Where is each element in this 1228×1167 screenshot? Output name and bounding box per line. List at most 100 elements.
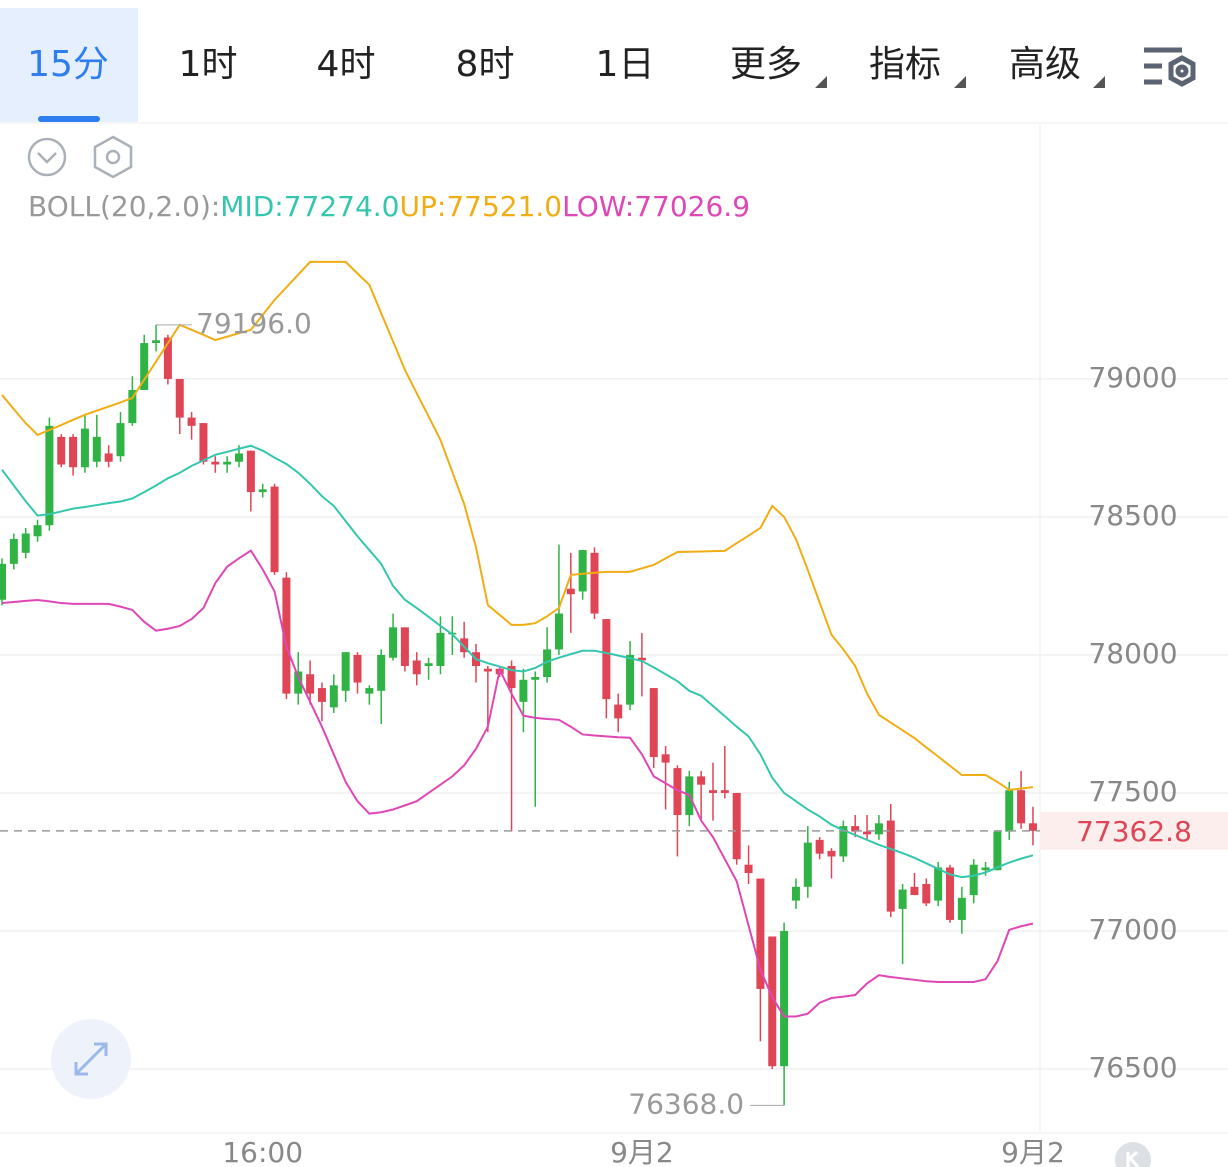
candle-body — [69, 436, 78, 468]
gear-icon[interactable] — [93, 135, 133, 179]
candle-body — [412, 660, 421, 675]
candle-body — [199, 423, 208, 462]
candle-body — [768, 936, 777, 1067]
candle-body — [886, 820, 895, 912]
candle-body — [116, 423, 125, 457]
candle-body — [720, 790, 729, 793]
candle-body — [329, 685, 338, 708]
candle-body — [531, 677, 540, 680]
tab[interactable]: 15分 — [27, 44, 109, 85]
candle-body — [21, 533, 30, 553]
tab-selected-bg — [0, 8, 138, 122]
candle-body — [92, 436, 101, 462]
y-tick-label: 76500 — [1088, 1051, 1177, 1084]
candle-body — [957, 897, 966, 920]
candle-body — [0, 563, 6, 600]
candle-body — [756, 878, 765, 989]
candle-body — [45, 425, 54, 526]
candle-body — [626, 654, 635, 705]
candle-body — [791, 886, 800, 901]
candle-body — [211, 461, 220, 465]
tab-underline — [38, 116, 100, 122]
extreme-label: 76368.0 — [628, 1087, 744, 1120]
candle-body — [1028, 823, 1037, 831]
candle-body — [270, 486, 279, 573]
candle-body — [104, 453, 113, 462]
candle-body — [128, 389, 137, 424]
logo — [1115, 1142, 1151, 1167]
candle-body — [282, 577, 291, 694]
settings-icon[interactable] — [1144, 47, 1196, 87]
plot: 79000 78500 78000 77500 77000 76500 16:00 9月2 9月… — [0, 260, 1228, 1167]
candle-body — [306, 674, 315, 694]
last-price-box — [1040, 811, 1228, 850]
dropdown-arrows — [815, 76, 1105, 88]
candle-body — [732, 792, 741, 860]
tab[interactable]: 1时 — [179, 44, 238, 85]
candle-body — [637, 657, 646, 661]
candle-body — [436, 632, 445, 666]
collapse-icon[interactable] — [27, 137, 67, 177]
candle-body — [590, 552, 599, 614]
candle-body — [946, 867, 954, 920]
candle-body — [400, 627, 409, 666]
candle-body — [898, 889, 907, 909]
tab[interactable]: 1日 — [596, 44, 655, 85]
candle-body — [1005, 790, 1014, 832]
candle-body — [365, 688, 374, 694]
legend-entry: MID:77274.0 — [220, 190, 399, 223]
candle-body — [80, 428, 89, 468]
x-tick-label: 16:00 — [222, 1136, 303, 1167]
candle-body — [152, 340, 161, 344]
x-tick-label: 9月2 — [610, 1136, 674, 1167]
tab[interactable]: 指标 — [869, 44, 941, 85]
candle-body — [1017, 790, 1026, 824]
candle-body — [57, 436, 66, 465]
candle-body — [969, 864, 978, 896]
candle-body — [9, 539, 18, 564]
candle-body — [507, 665, 516, 689]
candle-body — [673, 768, 682, 816]
candle-body — [993, 831, 1002, 871]
expand-button[interactable] — [51, 1019, 131, 1099]
y-tick-label: 78000 — [1088, 637, 1177, 670]
candle-body — [709, 790, 717, 793]
candle-body — [389, 627, 398, 658]
candle-body — [874, 823, 883, 835]
tab[interactable]: 4时 — [317, 44, 376, 85]
candle-body — [341, 652, 350, 691]
candle-body — [661, 754, 670, 763]
candle-body — [863, 831, 872, 835]
candle-body — [815, 839, 824, 854]
x-tick-label: 9月2 — [1001, 1136, 1065, 1167]
tab[interactable]: 高级 — [1009, 44, 1081, 85]
candle-body — [294, 671, 303, 694]
candle-body — [981, 867, 990, 871]
indicator-label: BOLL(20,2.0): — [28, 190, 220, 223]
candle-body — [163, 337, 172, 379]
candle-body — [803, 842, 812, 887]
candle-body — [519, 679, 528, 702]
candle-body — [317, 688, 326, 702]
legend-entry: LOW:77026.9 — [562, 190, 750, 223]
candle-body — [566, 588, 575, 595]
candle-body — [175, 378, 184, 418]
candle-body — [377, 654, 386, 691]
tab[interactable]: 更多 — [730, 44, 802, 85]
candle-body — [258, 489, 267, 493]
candle-body — [140, 343, 149, 390]
legend-entry: UP:77521.0 — [400, 190, 563, 223]
candle-body — [246, 450, 255, 493]
candle-body — [223, 461, 232, 465]
candle-body — [744, 864, 753, 873]
candle-body — [187, 417, 196, 426]
candle-body — [554, 613, 563, 650]
candle-body — [424, 663, 433, 666]
candle-body — [922, 884, 931, 904]
band-line — [1, 260, 1034, 791]
extreme-label: 79196.0 — [196, 307, 312, 340]
candle-body — [602, 619, 611, 700]
candle-body — [780, 930, 789, 1067]
candle-body — [235, 453, 243, 462]
tab[interactable]: 8时 — [456, 44, 515, 85]
